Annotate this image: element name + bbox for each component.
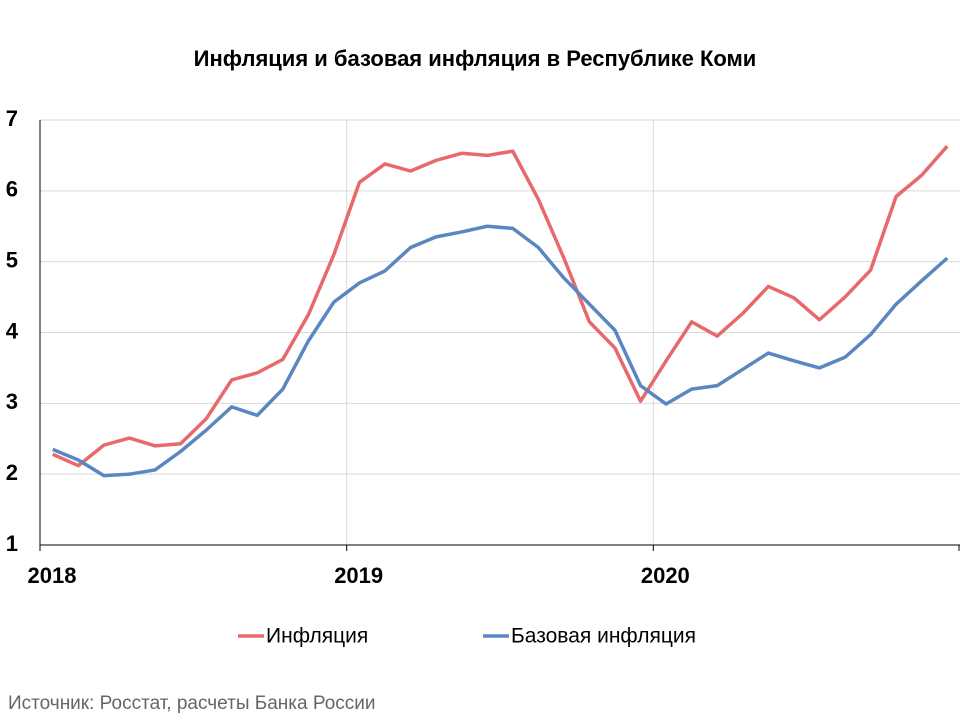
y-tick-label: 3: [6, 389, 18, 414]
y-tick-label: 4: [6, 318, 19, 343]
data-line: [52, 145, 949, 468]
legend-label: Инфляция: [266, 625, 368, 648]
x-tick-label: 2020: [641, 563, 690, 588]
y-tick-label: 7: [6, 106, 18, 131]
x-tick-label: 2019: [334, 563, 383, 588]
legend-label: Базовая инфляция: [511, 625, 696, 648]
chart-title: Инфляция и базовая инфляция в Республике…: [194, 46, 757, 71]
y-tick-label: 6: [6, 177, 18, 202]
x-tick-label: 2018: [28, 563, 77, 588]
y-tick-label: 2: [6, 460, 18, 485]
y-tick-label: 1: [6, 531, 18, 556]
data-line: [52, 224, 949, 478]
y-tick-label: 5: [6, 247, 18, 272]
source-note: Источник: Росстат, расчеты Банка России: [8, 693, 376, 714]
